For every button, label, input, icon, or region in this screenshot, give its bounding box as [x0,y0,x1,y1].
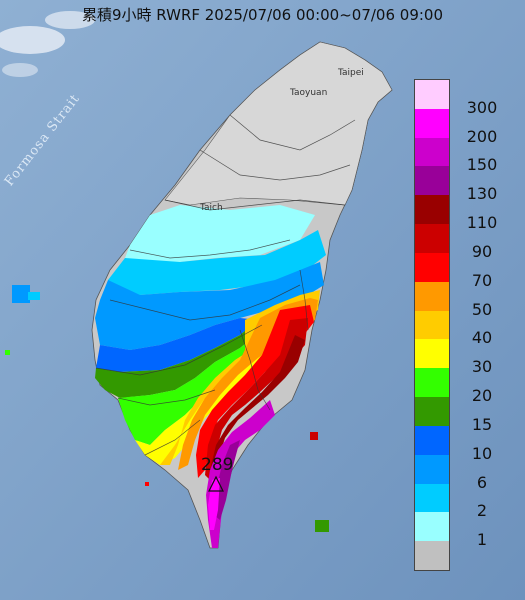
cloud-patch [0,26,65,54]
legend-swatch [415,310,449,340]
small-islet [5,350,10,355]
legend-label: 2 [476,501,488,521]
city-label-taichung: Taich [200,203,223,213]
legend-swatch [415,166,449,196]
legend-swatch [415,137,449,167]
green-island [310,432,318,440]
penghu-islands [28,292,40,300]
max-location-marker [208,475,224,492]
legend-swatch [415,339,449,369]
legend-swatch [415,541,449,570]
rain-2mm-region [125,205,315,262]
rain-15mm-region [96,318,258,372]
rain-6mm-region [108,230,326,300]
penghu-islands [12,285,30,303]
legend-label: 150 [466,155,498,175]
legend-swatch [415,425,449,455]
legend-label: 110 [466,213,498,233]
max-value-label: 289 [201,455,234,475]
rain-30mm-region [118,320,275,445]
legend-swatch [415,252,449,282]
legend-swatch [415,80,449,109]
legend-label: 90 [471,241,493,261]
legend-label: 40 [471,328,493,348]
legend-label: 70 [471,270,493,290]
legend-label: 6 [476,472,488,492]
legend-label: 300 [466,97,498,117]
county-boundaries [95,114,356,456]
legend-swatch [415,483,449,513]
rain-150mm-region [206,400,275,548]
legend-colorbar [414,79,450,571]
legend-label: 130 [466,184,498,204]
small-islet [145,482,149,486]
legend-label: 200 [466,126,498,146]
legend-label: 1 [476,530,488,550]
legend-label: 15 [471,414,493,434]
rain-20mm-region [95,312,275,398]
legend-swatch [415,281,449,311]
legend-label: 20 [471,386,493,406]
rain-10mm-region [95,262,324,350]
rain-200mm-region [214,440,240,520]
legend-label: 50 [471,299,493,319]
rain-130mm-region [210,335,305,478]
city-label-taoyuan: Taoyuan [290,88,328,98]
legend-swatch [415,512,449,542]
map-title: 累積9小時 RWRF 2025/07/06 00:00~07/06 09:00 [81,6,444,24]
legend-swatch [415,368,449,398]
legend-label: 10 [471,443,493,463]
north-region [164,41,393,206]
legend-label: 30 [471,357,493,377]
legend-swatch [415,195,449,225]
cloud-patch [45,11,95,29]
legend-swatch [415,397,449,426]
city-label-taipei: Taipei [338,68,364,78]
rain-110mm-region [205,318,308,480]
orchid-island [315,520,329,532]
cloud-patch [2,63,38,77]
legend-swatch [415,454,449,484]
legend-swatch [415,224,449,253]
legend-swatch [415,108,449,138]
